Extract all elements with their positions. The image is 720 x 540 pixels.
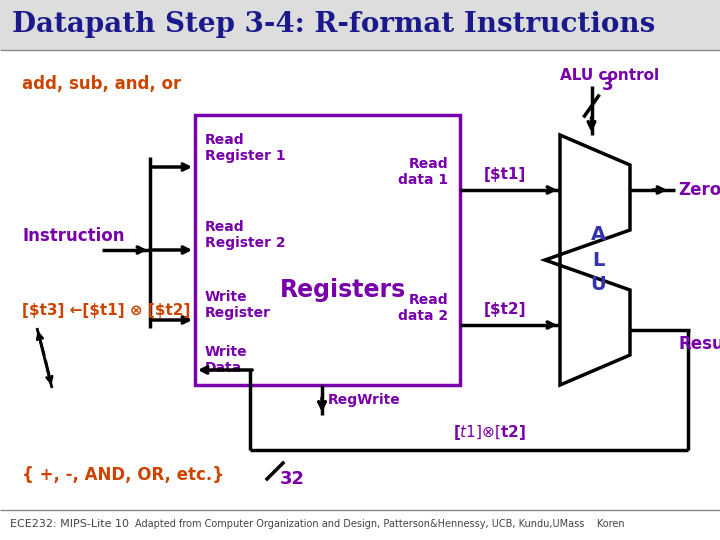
Text: [$t2]: [$t2] xyxy=(484,302,526,317)
Text: 3: 3 xyxy=(601,76,613,94)
Text: add, sub, and, or: add, sub, and, or xyxy=(22,75,181,93)
Text: Read
Register 1: Read Register 1 xyxy=(205,133,286,163)
Text: Read
Register 2: Read Register 2 xyxy=(205,220,286,250)
Text: { +, -, AND, OR, etc.}: { +, -, AND, OR, etc.} xyxy=(22,466,224,484)
Text: Write
Register: Write Register xyxy=(205,290,271,320)
Text: [$t1]: [$t1] xyxy=(484,167,526,182)
Text: ECE232: MIPS-Lite 10: ECE232: MIPS-Lite 10 xyxy=(10,519,129,529)
Text: RegWrite: RegWrite xyxy=(328,393,401,407)
Text: Read
data 2: Read data 2 xyxy=(398,293,448,323)
Text: Instruction: Instruction xyxy=(22,227,125,245)
Text: [$t3] ←[$t1] ⊗ [$t2]: [$t3] ←[$t1] ⊗ [$t2] xyxy=(22,302,190,318)
Text: Read
data 1: Read data 1 xyxy=(398,157,448,187)
Text: Adapted from Computer Organization and Design, Patterson&Hennessy, UCB, Kundu,UM: Adapted from Computer Organization and D… xyxy=(135,519,625,529)
Text: [$t1] ⊗ [$t2]: [$t1] ⊗ [$t2] xyxy=(453,423,526,442)
Text: Datapath Step 3-4: R-format Instructions: Datapath Step 3-4: R-format Instructions xyxy=(12,11,655,38)
Polygon shape xyxy=(545,135,630,385)
Text: Zero: Zero xyxy=(678,181,720,199)
Text: A
L
U: A L U xyxy=(590,226,606,294)
Text: Result: Result xyxy=(678,335,720,353)
Bar xyxy=(0,0,720,50)
Text: 32: 32 xyxy=(280,470,305,488)
Text: ALU control: ALU control xyxy=(560,68,659,83)
Text: Registers: Registers xyxy=(279,278,405,302)
Bar xyxy=(195,115,460,385)
Text: Write
Data: Write Data xyxy=(205,345,248,375)
